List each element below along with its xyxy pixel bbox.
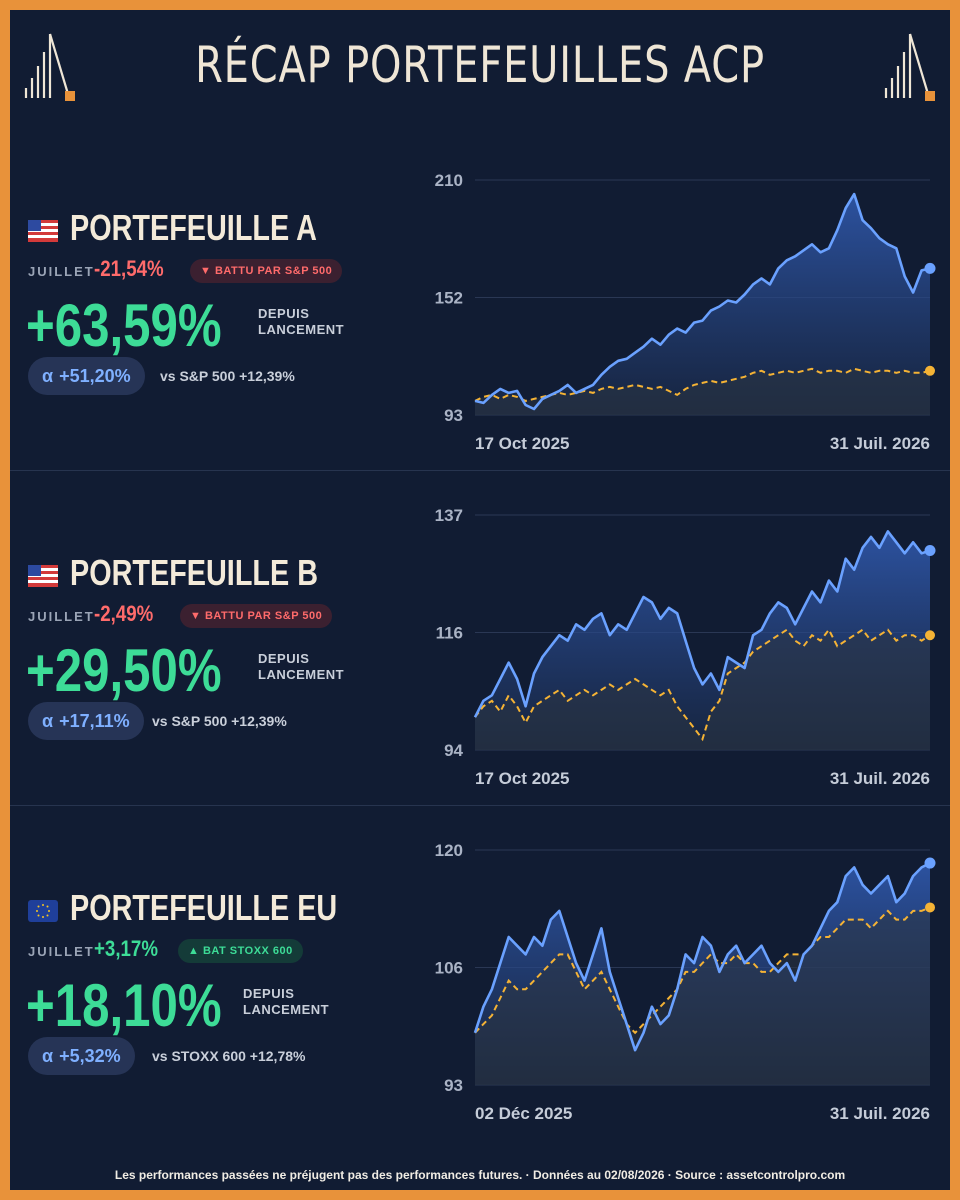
alpha-pill: α +17,11%	[28, 702, 144, 740]
since-launch-return: +29,50%	[26, 637, 222, 704]
x-start-label: 02 Déc 2025	[475, 1104, 572, 1123]
portfolio-end-point	[924, 857, 936, 869]
disclaimer-footer: Les performances passées ne préjugent pa…	[114, 1168, 846, 1182]
since-launch-label: DEPUIS LANCEMENT	[258, 306, 345, 337]
y-tick-label: 94	[444, 741, 463, 760]
acp-logo-icon-right	[884, 33, 935, 101]
status-badge: ▲ BAT STOXX 600	[178, 939, 303, 963]
chart-portfolio-eu: 120 106 93 02 Déc 2025 31 Juil. 2026	[435, 841, 936, 1123]
portfolio-name: PORTEFEUILLE A	[70, 207, 317, 248]
benchmark-line	[474, 906, 931, 1035]
y-tick-label: 116	[436, 624, 463, 643]
benchmark-end-point	[925, 630, 935, 641]
month-return: -2,49%	[94, 601, 154, 626]
status-badge: ▼ BATTU PAR S&P 500	[190, 259, 343, 283]
benchmark-comparison: vs STOXX 600 +12,78%	[152, 1048, 306, 1064]
month-label: JUILLET	[28, 264, 95, 279]
infographic-frame: RÉCAP PORTEFEUILLES ACP PORTEFEUILLE A J…	[10, 10, 950, 1190]
chart-portfolio-a: 210 152 93 17 Oct 2025 31 Juil. 2026	[435, 171, 936, 453]
benchmark-area	[475, 629, 930, 750]
portfolio-eu-section: PORTEFEUILLE EU JUILLET +3,17% ▲ BAT STO…	[10, 805, 950, 1140]
x-start-label: 17 Oct 2025	[475, 769, 570, 788]
since-launch-return: +63,59%	[26, 292, 222, 359]
since-launch-label: DEPUIS LANCEMENT	[243, 986, 330, 1017]
portfolio-name: PORTEFEUILLE EU	[70, 887, 338, 928]
divider	[10, 805, 950, 806]
benchmark-area	[475, 907, 930, 1085]
portfolio-a-section: PORTEFEUILLE A JUILLET -21,54% ▼ BATTU P…	[10, 135, 950, 470]
x-end-label: 31 Juil. 2026	[830, 1104, 930, 1123]
y-tick-label: 93	[444, 406, 463, 425]
benchmark-comparison: vs S&P 500 +12,39%	[152, 713, 287, 729]
benchmark-end-point	[925, 365, 935, 376]
divider	[10, 470, 950, 471]
since-launch-label: DEPUIS LANCEMENT	[258, 651, 345, 682]
chart-portfolio-b: 137 116 94 17 Oct 2025 31 Juil. 2026	[435, 506, 936, 788]
portfolio-b-section: PORTEFEUILLE B JUILLET -2,49% ▼ BATTU PA…	[10, 470, 950, 805]
y-tick-label: 93	[444, 1076, 463, 1095]
month-return: -21,54%	[94, 256, 164, 281]
month-label: JUILLET	[28, 609, 95, 624]
benchmark-line	[474, 627, 931, 742]
y-tick-label: 120	[435, 841, 463, 860]
x-start-label: 17 Oct 2025	[475, 434, 570, 453]
us-flag-icon	[28, 565, 58, 587]
eu-flag-icon	[28, 900, 58, 922]
y-tick-label: 106	[435, 959, 463, 978]
portfolio-name: PORTEFEUILLE B	[70, 552, 319, 593]
y-tick-label: 137	[435, 506, 463, 525]
portfolio-end-point	[924, 545, 936, 557]
benchmark-area	[475, 368, 930, 415]
portfolio-end-point	[924, 262, 936, 274]
benchmark-end-point	[925, 902, 935, 913]
x-end-label: 31 Juil. 2026	[830, 434, 930, 453]
alpha-pill: α +5,32%	[28, 1037, 135, 1075]
month-label: JUILLET	[28, 944, 95, 959]
acp-logo-icon	[24, 33, 75, 101]
since-launch-return: +18,10%	[26, 972, 222, 1039]
page-title: RÉCAP PORTEFEUILLES ACP	[195, 36, 765, 94]
portfolio-line	[473, 861, 931, 1052]
header: RÉCAP PORTEFEUILLES ACP	[10, 10, 950, 130]
month-return: +3,17%	[94, 936, 158, 961]
portfolio-line	[474, 192, 931, 411]
y-tick-label: 210	[435, 171, 463, 190]
alpha-pill: α +51,20%	[28, 357, 145, 395]
x-end-label: 31 Juil. 2026	[830, 769, 930, 788]
status-badge: ▼ BATTU PAR S&P 500	[180, 604, 333, 628]
benchmark-comparison: vs S&P 500 +12,39%	[160, 368, 295, 384]
portfolio-line	[473, 530, 931, 718]
y-tick-label: 152	[435, 289, 463, 308]
us-flag-icon	[28, 220, 58, 242]
